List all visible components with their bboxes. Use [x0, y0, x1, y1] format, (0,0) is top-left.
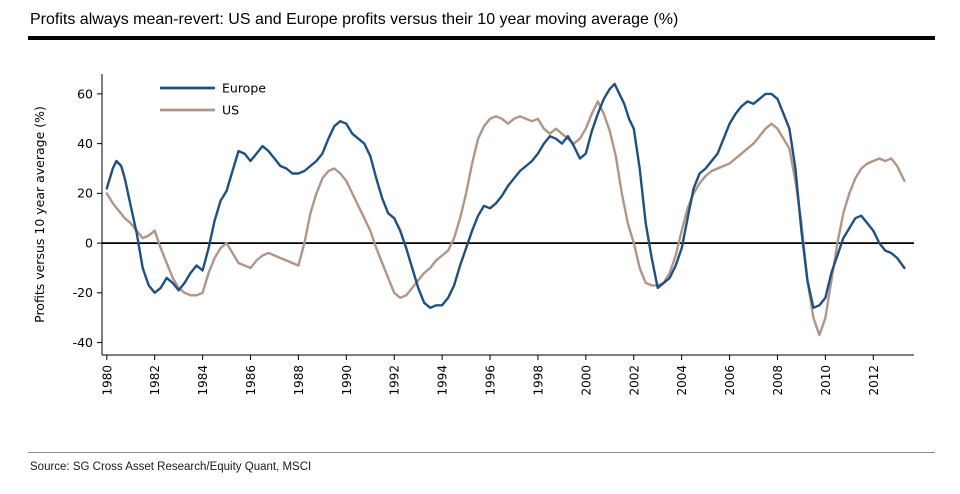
series-line-europe	[105, 82, 906, 310]
legend-label-us: US	[222, 103, 239, 118]
x-tick-label: 2004	[675, 365, 689, 396]
x-tick-label: 1996	[484, 365, 498, 396]
x-tick-label: 1980	[100, 365, 114, 396]
x-tick-label: 1986	[244, 365, 258, 396]
x-tick-label: 2010	[819, 365, 833, 396]
x-tick-label: 2012	[867, 365, 881, 396]
x-tick-label: 1984	[196, 365, 210, 396]
x-tick-label: 1992	[388, 365, 402, 396]
y-tick-label: 0	[85, 235, 93, 250]
y-tick-label: 40	[77, 136, 93, 151]
x-tick-label: 2008	[771, 365, 785, 396]
footer-divider	[28, 452, 935, 453]
x-tick-label: 2002	[627, 365, 641, 396]
chart-canvas: -40 -20 0 20 40 60 1980 1982 1984 1986 1988 1990 199…	[32, 74, 914, 396]
source-note: Source: SG Cross Asset Research/Equity Q…	[30, 461, 312, 473]
y-tick-label: 60	[77, 86, 93, 101]
chart-title: Profits always mean-revert: US and Europ…	[30, 11, 679, 28]
y-axis-title: Profits versus 10 year average (%)	[32, 106, 47, 323]
chart-area: -40 -20 0 20 40 60 1980 1982 1984 1986 1988 1990 199…	[30, 52, 930, 424]
x-tick-label: 1988	[292, 365, 306, 396]
y-tick-label: -40	[73, 335, 93, 350]
series-line-us	[105, 100, 906, 337]
x-tick-label: 2006	[723, 365, 737, 396]
x-tick-label: 1990	[340, 365, 354, 396]
title-divider	[28, 36, 935, 40]
x-tick-label: 2000	[579, 365, 593, 396]
legend-label-europe: Europe	[222, 81, 266, 96]
y-tick-label: 20	[77, 186, 93, 201]
x-tick-label: 1994	[436, 365, 450, 396]
x-tick-label: 1982	[148, 365, 162, 396]
y-tick-label: -20	[73, 285, 93, 300]
x-tick-label: 1998	[531, 365, 545, 396]
